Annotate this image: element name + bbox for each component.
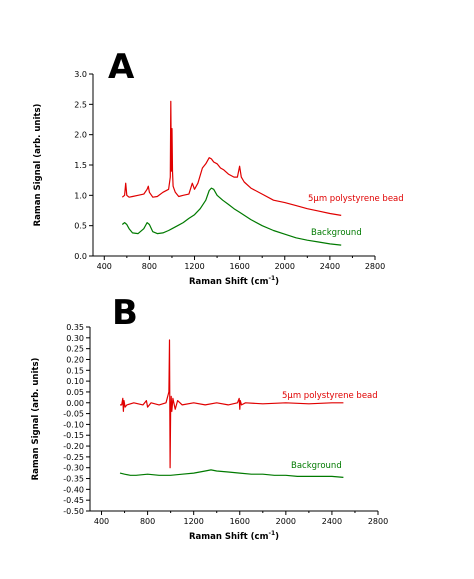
panel-label: A [108, 47, 135, 87]
y-tick-label: 3.0 [74, 70, 87, 79]
y-tick-label: 1.0 [74, 191, 87, 200]
y-tick-label: 0.05 [66, 388, 84, 397]
y-tick-label: 1.5 [74, 161, 87, 170]
series-label-background: Background [291, 461, 342, 471]
x-axis-title: Raman Shift (cm-1) [189, 275, 279, 287]
x-tick-label: 1200 [184, 517, 204, 526]
x-axis-title: Raman Shift (cm-1) [189, 530, 279, 542]
chart-panel-a: A 400 800 1200 1600 2000 2400 2800 0.0 0.5 1.0 1.5 2… [33, 47, 404, 287]
x-tick-label: 800 [140, 517, 155, 526]
x-tick-label: 1200 [184, 262, 204, 271]
y-tick-label: -0.10 [63, 420, 84, 429]
y-tick-label: 2.0 [74, 131, 87, 140]
y-tick-label: -0.25 [63, 453, 84, 462]
y-tick-label: -0.05 [63, 410, 84, 419]
x-tick-label: 2800 [365, 262, 385, 271]
y-tick-label: -0.15 [63, 431, 84, 440]
y-tick-label: 0.35 [66, 323, 84, 332]
y-axis-title: Raman Signal (arb. units) [33, 104, 43, 227]
x-tick-label: 2400 [322, 517, 342, 526]
series-line-background [121, 187, 342, 246]
series-label-background: Background [311, 228, 362, 238]
x-tick-label: 2000 [275, 262, 295, 271]
x-tick-label: 1600 [229, 262, 249, 271]
y-tick-label: -0.50 [63, 507, 84, 516]
y-tick-label: 0.20 [66, 355, 84, 364]
series-line-bead [120, 339, 344, 469]
x-tick-label: 400 [94, 517, 109, 526]
y-tick-label: 0.30 [66, 334, 84, 343]
x-tick-label: 1600 [230, 517, 250, 526]
x-tick-label: 2800 [368, 517, 388, 526]
x-tick-label: 800 [142, 262, 157, 271]
series-label-bead: 5µm polystyrene bead [282, 391, 378, 401]
y-tick-label: 0.5 [74, 222, 87, 231]
y-tick-label: -0.40 [63, 485, 84, 494]
series-label-bead: 5µm polystyrene bead [308, 194, 404, 204]
y-tick-label: -0.35 [63, 475, 84, 484]
y-axis-title: Raman Signal (arb. units) [31, 358, 41, 481]
x-tick-label: 2000 [276, 517, 296, 526]
y-tick-label: 2.5 [74, 100, 87, 109]
y-tick-label: -0.20 [63, 442, 84, 451]
y-tick-label: 0.0 [74, 252, 87, 261]
y-tick-label: 0.15 [66, 366, 84, 375]
panel-label: B [112, 293, 138, 333]
x-tick-label: 2400 [320, 262, 340, 271]
series-line-bead [121, 100, 342, 216]
y-tick-label: 0.10 [66, 377, 84, 386]
y-tick-label: -0.30 [63, 464, 84, 473]
series-line-background [119, 469, 344, 478]
y-tick-label: 0.25 [66, 345, 84, 354]
x-tick-label: 400 [97, 262, 112, 271]
y-tick-label: 0.00 [66, 399, 84, 408]
y-tick-label: -0.45 [63, 496, 84, 505]
